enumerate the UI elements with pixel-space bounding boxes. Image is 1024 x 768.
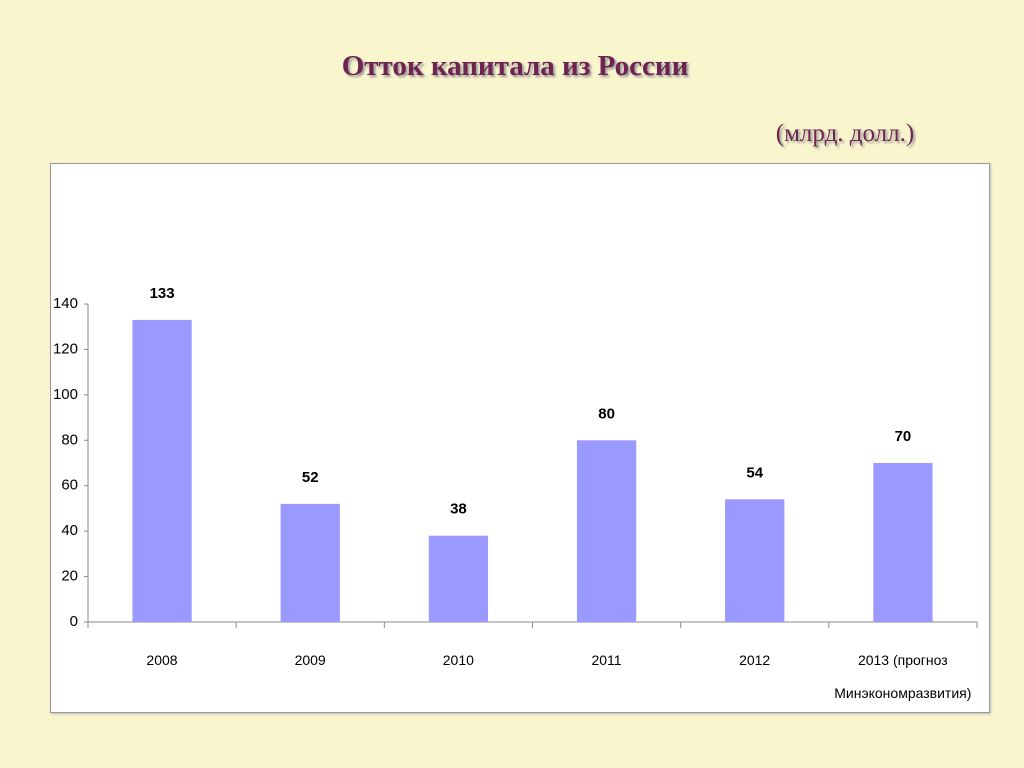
bar	[873, 463, 933, 622]
x-tick-label: 2010	[442, 652, 474, 668]
x-tick-label: 2013 (прогноз Минэкономразвития)	[834, 652, 972, 701]
bar	[576, 440, 637, 622]
x-tick-label: 2008	[146, 652, 178, 668]
y-tick-label: 60	[61, 477, 78, 494]
data-label: 133	[150, 285, 175, 302]
chart-frame	[50, 163, 990, 713]
y-tick-label: 20	[61, 568, 78, 585]
bar	[280, 503, 340, 622]
chart-subtitle: (млрд. долл.)	[775, 120, 915, 147]
y-tick-label: 120	[53, 340, 78, 357]
bar	[428, 535, 489, 622]
chart-title: Отток капитала из России	[341, 50, 689, 82]
y-tick-label: 40	[61, 522, 78, 539]
y-tick-label: 80	[61, 431, 78, 448]
y-tick-label: 100	[53, 386, 78, 403]
x-tick-label: 2009	[294, 652, 326, 668]
data-label: 54	[746, 464, 763, 481]
bar	[132, 319, 192, 622]
data-label: 38	[450, 501, 467, 518]
y-tick-label: 140	[53, 295, 78, 312]
x-tick-label: 2012	[739, 652, 771, 668]
bar	[725, 499, 785, 622]
data-label: 52	[302, 469, 319, 486]
x-tick-label: 2011	[591, 652, 622, 668]
data-label: 70	[895, 428, 912, 445]
y-tick-label: 0	[70, 613, 78, 630]
data-label: 80	[598, 405, 615, 422]
